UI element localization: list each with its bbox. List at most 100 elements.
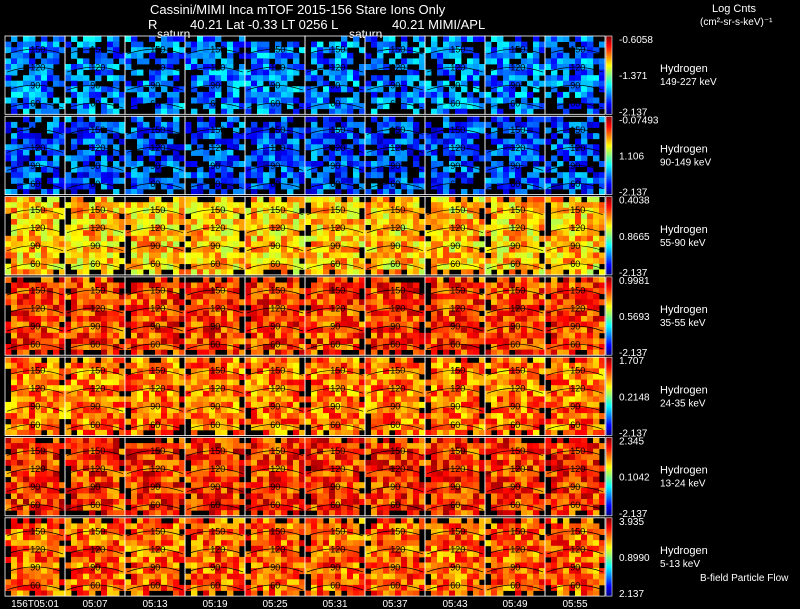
heatmap-cell — [359, 332, 366, 339]
heatmap-cell — [419, 58, 426, 65]
pitch-angle-tick: 150 — [330, 45, 345, 55]
heatmap-cell — [557, 327, 564, 334]
heatmap-cell — [515, 108, 522, 115]
heatmap-cell — [107, 374, 114, 380]
heatmap-cell — [485, 288, 492, 295]
heatmap-cell — [203, 269, 210, 276]
heatmap-cell — [101, 282, 108, 289]
heatmap-cell — [287, 252, 294, 259]
heatmap-cell — [53, 246, 60, 253]
heatmap-cell — [83, 368, 90, 375]
heatmap-cell — [65, 413, 72, 420]
heatmap-cell — [191, 293, 198, 300]
heatmap-cell — [107, 127, 114, 134]
heatmap-cell — [413, 161, 420, 167]
heatmap-cell — [113, 368, 120, 375]
heatmap-cell — [101, 413, 108, 420]
heatmap-cell — [521, 75, 528, 82]
heatmap-cell — [77, 310, 84, 317]
heatmap-cell — [419, 86, 426, 93]
heatmap-cell — [251, 299, 258, 306]
heatmap-cell — [239, 241, 246, 248]
heatmap-cell — [227, 213, 234, 220]
heatmap-cell — [269, 276, 276, 283]
heatmap-cell — [557, 332, 564, 339]
heatmap-cell — [473, 349, 480, 356]
heatmap-cell — [281, 97, 288, 104]
heatmap-cell — [395, 299, 402, 306]
pitch-angle-tick: 120 — [330, 63, 345, 73]
heatmap-cell — [413, 258, 420, 265]
heatmap-cell — [449, 327, 456, 334]
heatmap-cell — [473, 299, 480, 306]
heatmap-cell — [527, 235, 534, 242]
pitch-angle-tick: 60 — [30, 179, 40, 189]
heatmap-cell — [17, 224, 24, 231]
heatmap-cell — [545, 252, 552, 259]
heatmap-cell — [221, 304, 228, 311]
heatmap-cell — [467, 310, 474, 317]
heatmap-cell — [545, 196, 552, 203]
heatmap-cell — [341, 327, 348, 334]
heatmap-cell — [197, 332, 204, 339]
heatmap-cell — [29, 219, 36, 225]
heatmap-cell — [599, 258, 606, 265]
heatmap-cell — [533, 144, 540, 151]
heatmap-cell — [329, 252, 336, 259]
heatmap-cell — [221, 75, 228, 82]
heatmap-cell — [383, 189, 390, 195]
heatmap-cell — [551, 58, 558, 65]
heatmap-cell — [449, 155, 456, 162]
heatmap-cell — [83, 362, 90, 369]
heatmap-cell — [221, 172, 228, 179]
energy-range-label: 149-227 keV — [660, 77, 717, 88]
heatmap-cell — [101, 401, 108, 408]
heatmap-cell — [221, 310, 228, 317]
heatmap-cell — [575, 69, 582, 76]
heatmap-cell — [107, 121, 114, 128]
heatmap-cell — [275, 121, 282, 128]
heatmap-cell — [71, 276, 78, 283]
heatmap-cell — [77, 219, 84, 225]
heatmap-cell — [371, 235, 378, 242]
heatmap-cell — [389, 91, 396, 98]
heatmap-cell — [353, 304, 360, 311]
heatmap-cell — [257, 258, 264, 265]
heatmap-cell — [83, 121, 90, 128]
heatmap-cell — [527, 183, 534, 190]
heatmap-cell — [251, 75, 258, 82]
pitch-angle-tick: 120 — [90, 223, 105, 233]
heatmap-cell — [563, 241, 570, 248]
colorbar-max-label: 0.9981 — [619, 276, 650, 287]
heatmap-cell — [41, 424, 48, 431]
heatmap-cell — [143, 127, 150, 134]
heatmap-cell — [371, 219, 378, 225]
heatmap-cell — [113, 127, 120, 134]
pitch-angle-tick: 120 — [150, 223, 165, 233]
heatmap-cell — [449, 202, 456, 209]
heatmap-cell — [275, 241, 282, 248]
pitch-angle-contour — [6, 263, 64, 270]
heatmap-cell — [401, 219, 408, 225]
heatmap-cell — [293, 338, 300, 345]
heatmap-cell — [209, 103, 216, 110]
heatmap-cell — [281, 166, 288, 173]
pitch-angle-tick: 120 — [30, 303, 45, 313]
heatmap-cell — [167, 332, 174, 339]
heatmap-cell — [83, 108, 90, 115]
heatmap-cell — [101, 202, 108, 209]
heatmap-cell — [131, 41, 138, 48]
heatmap-cell — [29, 235, 36, 242]
heatmap-cell — [509, 86, 516, 93]
heatmap-cell — [161, 121, 168, 128]
heatmap-cell — [41, 41, 48, 48]
heatmap-cell — [317, 344, 324, 350]
heatmap-cell — [581, 269, 588, 276]
pitch-angle-contour — [66, 183, 124, 189]
heatmap-cell — [455, 321, 462, 328]
heatmap-cell — [23, 362, 30, 369]
heatmap-cell — [575, 138, 582, 145]
heatmap-cell — [149, 196, 156, 203]
heatmap-cell — [89, 36, 96, 42]
heatmap-cell — [551, 166, 558, 173]
